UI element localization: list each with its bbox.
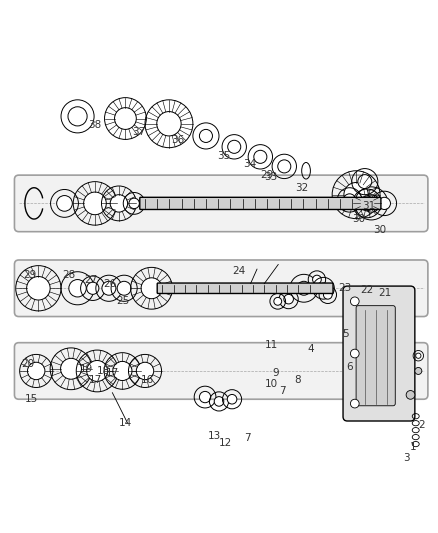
Circle shape — [254, 150, 267, 163]
Text: 29: 29 — [260, 170, 273, 180]
Text: 30: 30 — [352, 214, 365, 224]
Text: 22: 22 — [360, 286, 374, 295]
Circle shape — [358, 175, 372, 189]
Text: 38: 38 — [88, 120, 102, 130]
FancyBboxPatch shape — [140, 197, 381, 209]
Circle shape — [228, 140, 241, 154]
Text: 13: 13 — [208, 431, 221, 441]
Circle shape — [87, 282, 99, 294]
FancyBboxPatch shape — [356, 305, 395, 406]
Circle shape — [102, 281, 116, 295]
FancyBboxPatch shape — [14, 260, 428, 317]
FancyBboxPatch shape — [157, 283, 333, 294]
Circle shape — [378, 197, 391, 209]
Text: 30: 30 — [374, 224, 387, 235]
Text: 12: 12 — [219, 438, 232, 448]
FancyBboxPatch shape — [14, 343, 428, 399]
Circle shape — [87, 360, 108, 382]
Text: 18: 18 — [97, 366, 110, 376]
Circle shape — [69, 279, 86, 297]
Text: 23: 23 — [339, 283, 352, 293]
Circle shape — [284, 294, 293, 304]
Text: 4: 4 — [307, 344, 314, 354]
Circle shape — [344, 182, 368, 207]
Text: 10: 10 — [265, 379, 278, 389]
Text: 26: 26 — [103, 279, 117, 289]
Circle shape — [274, 297, 282, 305]
Circle shape — [84, 192, 106, 215]
Text: 5: 5 — [342, 329, 349, 339]
Circle shape — [117, 281, 131, 295]
Text: 35: 35 — [217, 150, 230, 160]
Circle shape — [141, 278, 162, 298]
Text: 33: 33 — [265, 172, 278, 182]
Text: 24: 24 — [232, 266, 245, 276]
Text: 1: 1 — [410, 442, 416, 452]
Circle shape — [350, 349, 359, 358]
Circle shape — [28, 362, 45, 379]
FancyBboxPatch shape — [343, 286, 415, 421]
Text: 7: 7 — [244, 433, 251, 443]
Text: 9: 9 — [272, 368, 279, 378]
Text: 3: 3 — [403, 453, 410, 463]
Text: 27: 27 — [84, 274, 97, 285]
Text: 11: 11 — [265, 340, 278, 350]
FancyBboxPatch shape — [14, 175, 428, 232]
Circle shape — [415, 367, 422, 375]
Circle shape — [113, 361, 132, 381]
Text: 17: 17 — [88, 375, 102, 385]
Circle shape — [360, 196, 374, 211]
Circle shape — [115, 108, 136, 130]
Circle shape — [227, 394, 237, 404]
Text: 14: 14 — [119, 418, 132, 428]
Text: 29: 29 — [23, 270, 36, 280]
Circle shape — [313, 275, 321, 284]
Text: 32: 32 — [295, 183, 308, 193]
Text: 31: 31 — [363, 200, 376, 211]
Circle shape — [323, 290, 332, 299]
Circle shape — [27, 277, 50, 300]
Circle shape — [60, 358, 81, 379]
Circle shape — [297, 281, 311, 295]
Circle shape — [199, 130, 212, 142]
Circle shape — [110, 195, 127, 212]
Circle shape — [278, 160, 291, 173]
Text: 6: 6 — [346, 361, 353, 372]
Circle shape — [68, 107, 87, 126]
Circle shape — [214, 397, 224, 406]
Circle shape — [136, 362, 154, 379]
Circle shape — [350, 399, 359, 408]
Text: 7: 7 — [279, 385, 286, 395]
Circle shape — [416, 353, 421, 358]
Circle shape — [350, 297, 359, 305]
Circle shape — [343, 194, 356, 206]
Text: 21: 21 — [378, 288, 391, 297]
Text: 8: 8 — [294, 375, 300, 385]
Circle shape — [363, 195, 380, 212]
Text: 19: 19 — [80, 364, 93, 374]
Circle shape — [318, 283, 328, 294]
Text: 28: 28 — [62, 270, 75, 280]
Circle shape — [129, 198, 139, 208]
Circle shape — [199, 391, 211, 403]
Text: 36: 36 — [171, 135, 184, 146]
Text: 37: 37 — [132, 126, 145, 136]
Text: 34: 34 — [243, 159, 256, 169]
Circle shape — [406, 391, 415, 399]
Text: 25: 25 — [117, 296, 130, 306]
Circle shape — [57, 196, 72, 211]
Text: 17: 17 — [106, 368, 119, 378]
Text: 15: 15 — [25, 394, 39, 404]
Text: 16: 16 — [141, 375, 154, 385]
Text: 2: 2 — [418, 421, 425, 430]
Circle shape — [157, 111, 181, 136]
Text: 20: 20 — [21, 359, 34, 369]
